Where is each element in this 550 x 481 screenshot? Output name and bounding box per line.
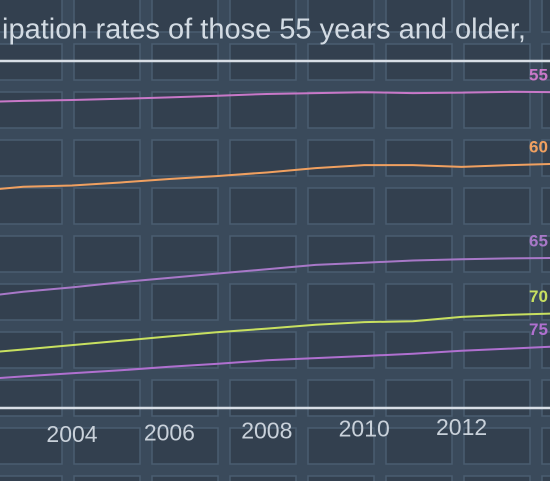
plot-area: [0, 90, 550, 379]
series-line: [0, 345, 550, 379]
x-tick-label: 2006: [144, 419, 195, 445]
series-line: [0, 257, 550, 296]
series-line: [0, 312, 550, 353]
x-tick-label: 2010: [339, 416, 390, 442]
chart-title: ipation rates of those 55 years and olde…: [2, 14, 526, 46]
series-label: 65: [529, 231, 548, 250]
series-label: 60: [529, 137, 548, 156]
x-tick-label: 2004: [46, 421, 97, 447]
x-tick-label: 2012: [436, 414, 487, 440]
series-line: [0, 90, 550, 103]
x-tick-label: 2008: [241, 417, 292, 443]
series-label: 55: [529, 66, 548, 85]
series-label: 70: [529, 287, 548, 306]
series-label: 75: [529, 320, 548, 339]
series-line: [0, 163, 550, 190]
